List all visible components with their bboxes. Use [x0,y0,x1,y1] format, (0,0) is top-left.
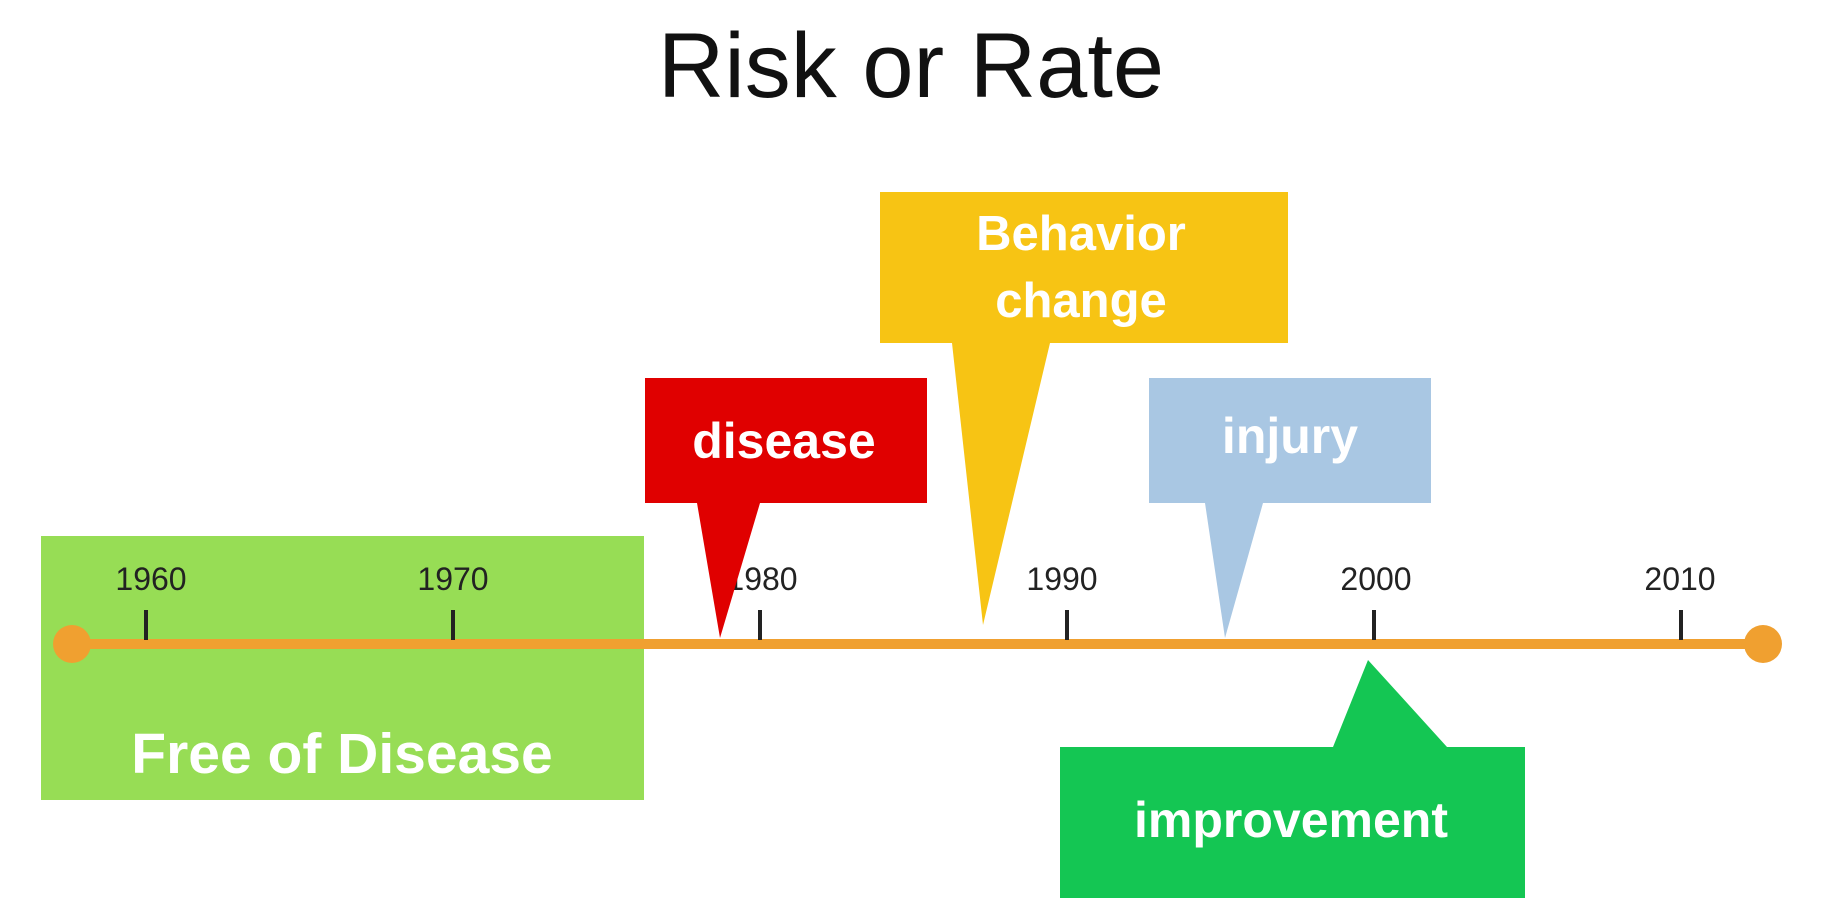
injury-label: injury [1222,408,1358,464]
timeline-end-dot [1744,625,1782,663]
behavior-change-label-line2: change [995,274,1167,328]
improvement-callout [1060,660,1525,898]
slide-title: Risk or Rate [657,15,1165,117]
free-of-disease-region [41,536,644,800]
year-label-2010: 2010 [1644,561,1715,597]
improvement-label: improvement [1134,792,1448,848]
timeline-start-dot [53,625,91,663]
disease-callout [645,378,927,638]
behavior-change-callout [880,192,1288,625]
year-label-1960: 1960 [115,561,186,597]
injury-callout [1149,378,1431,638]
free-of-disease-label: Free of Disease [131,722,552,786]
year-label-1990: 1990 [1026,561,1097,597]
disease-label: disease [692,413,875,469]
year-label-2000: 2000 [1340,561,1411,597]
year-label-1970: 1970 [417,561,488,597]
behavior-change-label-line1: Behavior [976,207,1186,261]
